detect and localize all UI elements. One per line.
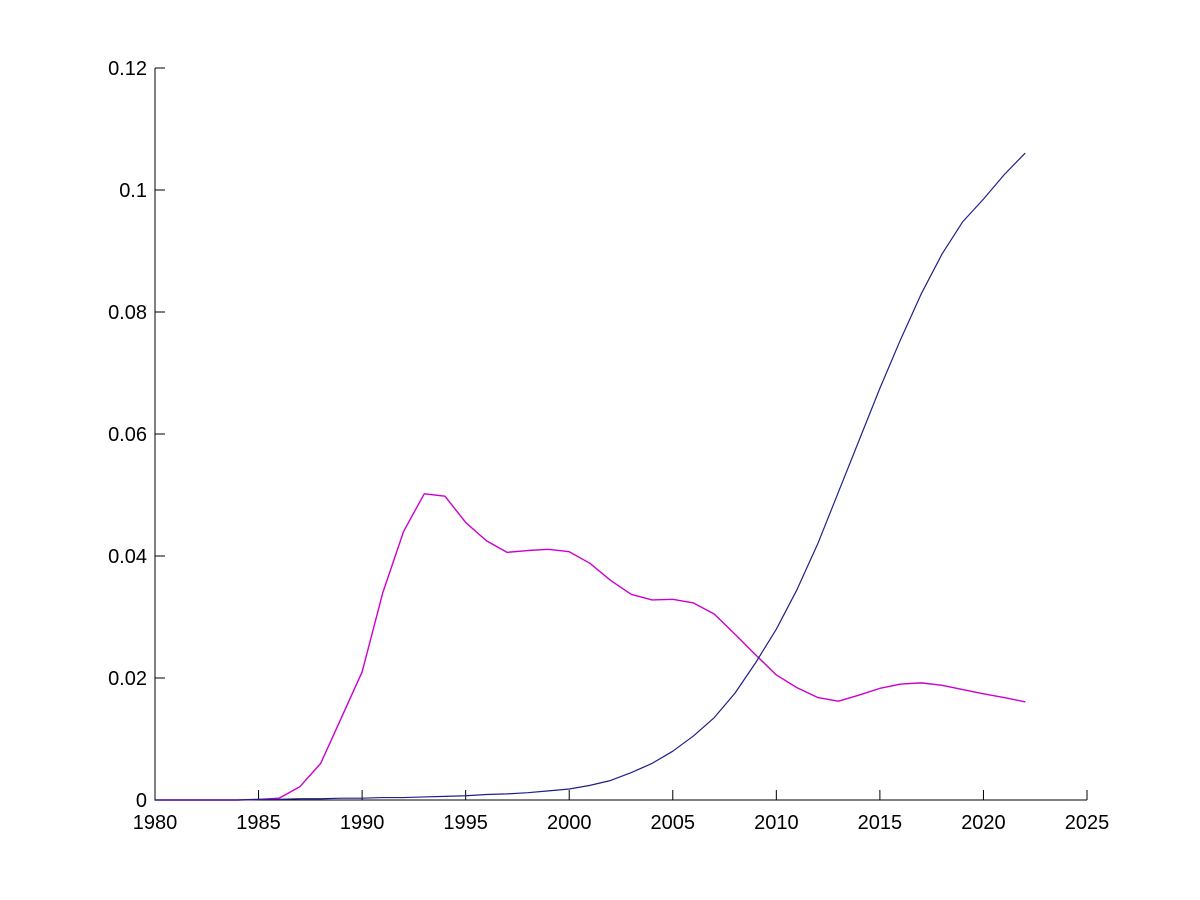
y-tick-label: 0.02 xyxy=(108,668,147,690)
data-series xyxy=(154,152,1026,801)
x-tick-label: 2000 xyxy=(547,812,592,834)
x-tick-label: 2015 xyxy=(858,812,903,834)
axis-tick-labels: 1980 1985 1990 1995 2000 2005 2010 2015 2020 2025… xyxy=(108,58,1109,834)
y-tick-label: 0 xyxy=(136,790,147,812)
y-tick-label: 0.04 xyxy=(108,546,147,568)
x-tick-label: 1995 xyxy=(443,812,488,834)
x-tick-label: 2020 xyxy=(961,812,1006,834)
blue-series-line xyxy=(154,152,1026,801)
axis-ticks xyxy=(154,67,1088,801)
y-tick-label: 0.12 xyxy=(108,58,147,80)
x-tick-label: 2005 xyxy=(651,812,696,834)
axes xyxy=(154,68,1087,801)
x-tick-label: 1990 xyxy=(340,812,385,834)
y-tick-label: 0.08 xyxy=(108,302,147,324)
y-tick-label: 0.1 xyxy=(119,180,147,202)
magenta-series-line xyxy=(154,493,1026,801)
x-tick-label: 2010 xyxy=(754,812,799,834)
x-tick-label: 1985 xyxy=(236,812,281,834)
y-tick-label: 0.06 xyxy=(108,424,147,446)
x-tick-label: 2025 xyxy=(1065,812,1110,834)
x-tick-label: 1980 xyxy=(133,812,178,834)
